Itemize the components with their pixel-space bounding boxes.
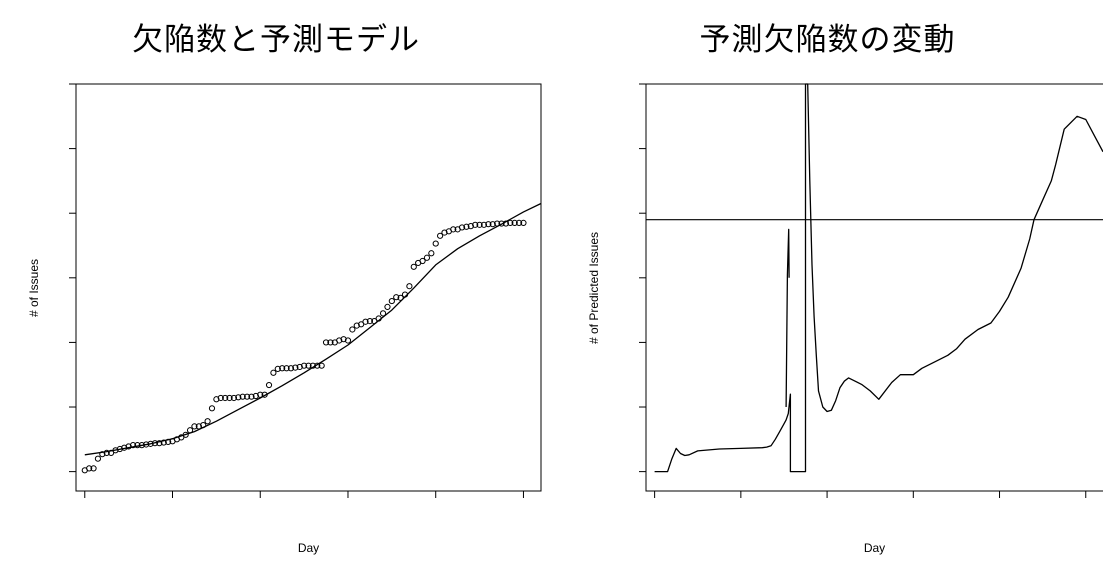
data-point	[318, 362, 325, 369]
plot-area-left	[69, 83, 542, 498]
data-point	[129, 442, 137, 449]
chart-title-right: 予測欠陥数の変動	[699, 22, 956, 58]
data-point	[208, 405, 216, 412]
data-point	[419, 257, 426, 265]
data-point	[480, 221, 488, 228]
data-point	[388, 297, 395, 305]
data-point	[476, 221, 483, 228]
plot-frame	[75, 83, 542, 492]
data-point	[239, 393, 246, 400]
data-point	[226, 394, 233, 402]
data-point	[204, 418, 211, 425]
data-point	[463, 223, 470, 230]
data-point	[178, 434, 185, 441]
data-point	[432, 240, 439, 247]
data-point	[406, 283, 413, 290]
data-point	[366, 317, 374, 325]
data-point	[99, 451, 106, 458]
data-point	[301, 362, 308, 369]
data-point	[384, 303, 391, 310]
chart-panel-right: 予測欠陥数の変動 # of Predicted Issues Day	[552, 0, 1103, 561]
data-point	[191, 423, 198, 430]
data-point	[358, 321, 365, 328]
data-point	[472, 221, 479, 228]
data-point	[94, 455, 102, 462]
data-point	[322, 339, 330, 346]
data-point	[428, 250, 435, 257]
series-line-1	[785, 228, 790, 408]
data-point	[217, 394, 224, 402]
y-axis-label-right: # of Predicted Issues	[587, 231, 601, 344]
data-point	[86, 465, 93, 472]
data-point	[393, 294, 400, 301]
data-point	[265, 381, 273, 389]
data-point	[279, 365, 286, 372]
data-point	[349, 326, 356, 333]
data-point	[507, 219, 514, 226]
data-point	[379, 310, 387, 317]
plot-area-right	[639, 83, 1103, 498]
data-point	[450, 226, 457, 233]
data-point	[511, 219, 518, 226]
data-point	[243, 393, 251, 400]
data-point	[248, 393, 255, 400]
data-point	[103, 449, 110, 456]
data-point	[287, 365, 295, 372]
series-line-0	[654, 83, 1103, 473]
data-point	[327, 339, 334, 346]
data-point	[230, 394, 238, 402]
data-point	[160, 439, 167, 446]
data-point	[125, 443, 132, 450]
data-point	[485, 221, 492, 228]
data-point	[467, 223, 474, 230]
chart-title-left: 欠陥数と予測モデル	[132, 22, 420, 58]
x-axis-label-left: Day	[297, 541, 320, 555]
data-point	[362, 318, 369, 325]
data-point	[90, 465, 97, 472]
data-point	[344, 337, 352, 344]
data-point	[489, 221, 496, 228]
series-line-1	[84, 202, 541, 456]
chart-panel-left: 欠陥数と予測モデル # of Issues Day	[27, 22, 542, 555]
data-point	[336, 337, 343, 344]
y-axis-label-left: # of Issues	[27, 258, 41, 317]
data-point	[296, 363, 303, 371]
data-point	[498, 220, 505, 227]
data-point	[213, 396, 220, 403]
data-point	[340, 336, 347, 343]
data-point	[252, 392, 259, 400]
data-point	[437, 232, 444, 239]
plot-frame	[645, 83, 1103, 492]
data-point	[156, 440, 163, 447]
data-point	[515, 219, 523, 226]
data-point	[270, 369, 277, 376]
data-point	[458, 224, 466, 231]
data-point	[520, 219, 527, 226]
data-point	[441, 229, 448, 236]
data-point	[423, 254, 431, 261]
data-point	[305, 362, 312, 369]
data-point	[274, 365, 281, 372]
x-axis-label-right: Day	[863, 541, 886, 555]
data-point	[283, 365, 290, 372]
data-point	[235, 394, 242, 401]
data-point	[222, 394, 229, 402]
series-group	[654, 83, 1103, 473]
data-point	[292, 364, 299, 371]
series-group	[81, 202, 541, 474]
data-point	[353, 322, 360, 329]
data-point	[410, 263, 417, 270]
